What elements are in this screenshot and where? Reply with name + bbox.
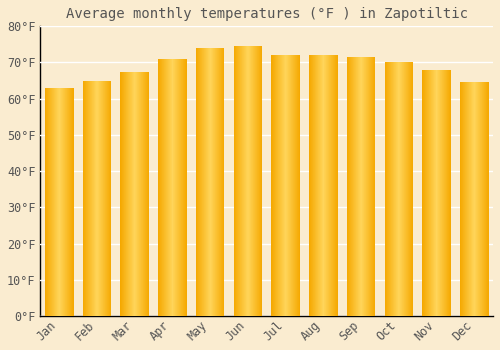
Title: Average monthly temperatures (°F ) in Zapotiltic: Average monthly temperatures (°F ) in Za…	[66, 7, 468, 21]
